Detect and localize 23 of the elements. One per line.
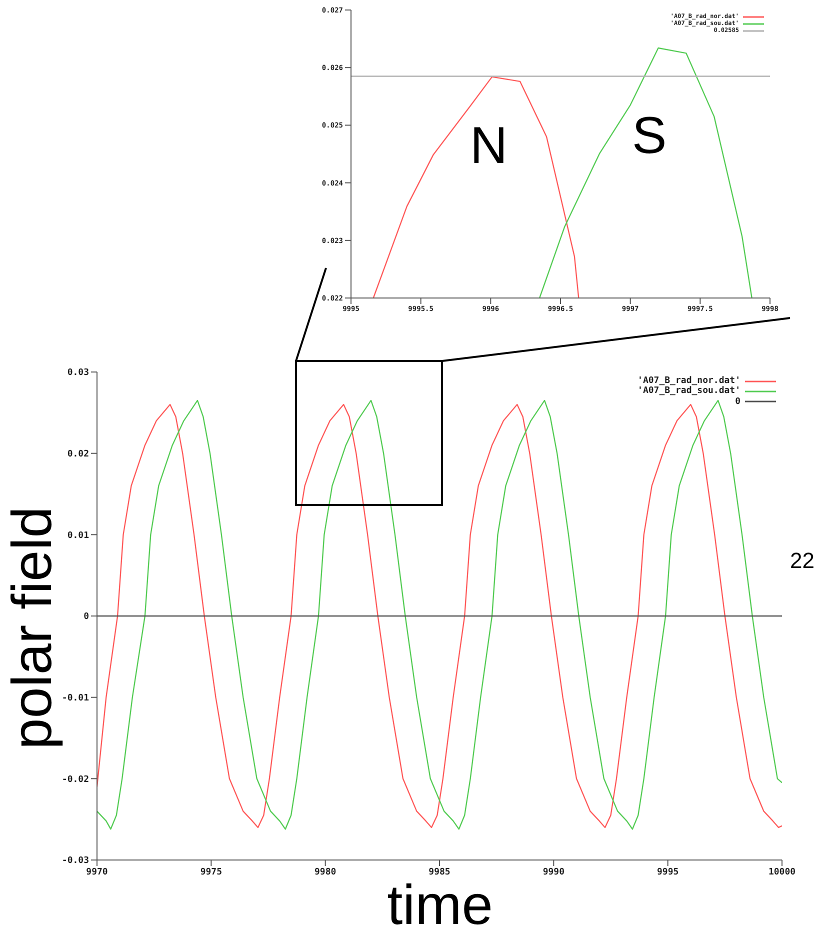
x-tick-label: 9980 bbox=[314, 867, 336, 878]
line-series bbox=[372, 76, 580, 298]
text: 22 bbox=[790, 548, 814, 573]
x-tick-label: 9995 bbox=[656, 867, 679, 878]
y-tick-label: -0.01 bbox=[62, 694, 89, 704]
legend-label: 'A07_B_rad_sou.dat' bbox=[638, 386, 740, 397]
y-tick-label: -0.02 bbox=[62, 774, 89, 785]
y-axis-title: polar field bbox=[0, 506, 63, 750]
x-tick-label: 9985 bbox=[428, 867, 450, 878]
y-tick-label: 0.01 bbox=[67, 530, 89, 541]
legend-label: 0 bbox=[735, 396, 740, 408]
y-tick-label: 0 bbox=[84, 612, 89, 622]
y-tick-label: 0.02 bbox=[67, 450, 89, 460]
x-tick-label: 10000 bbox=[768, 867, 796, 878]
x-tick-label: 9990 bbox=[542, 867, 565, 878]
x-tick-label: 9975 bbox=[200, 867, 222, 878]
annotation: N bbox=[470, 117, 508, 175]
legend-label: 'A07_B_rad_nor.dat' bbox=[638, 376, 740, 386]
x-tick-label: 9970 bbox=[86, 867, 108, 878]
annotation: S bbox=[632, 107, 667, 165]
line-series bbox=[538, 47, 752, 298]
y-tick-label: 0.03 bbox=[67, 368, 89, 378]
y-tick-label: -0.03 bbox=[62, 856, 89, 866]
